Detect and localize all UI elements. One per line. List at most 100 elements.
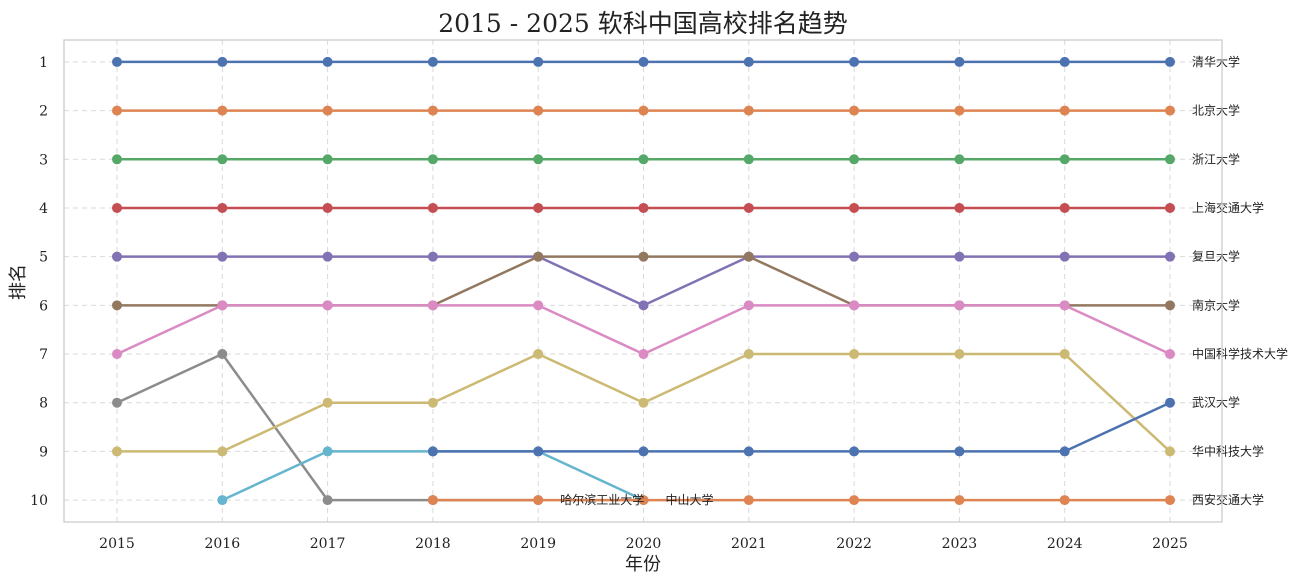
x-tick-labels: 2015 2016 2017 2018 2019 2020 2021 2022 2023 2024… xyxy=(99,536,1188,552)
data-point xyxy=(743,202,754,213)
data-point xyxy=(217,251,228,262)
data-point xyxy=(1165,397,1175,408)
data-point xyxy=(1165,349,1175,360)
end-label: 浙江大学 xyxy=(1192,151,1240,166)
y-tick-label: 3 xyxy=(39,152,48,168)
x-tick-label: 2016 xyxy=(204,536,240,552)
x-tick-label: 2020 xyxy=(626,536,662,552)
y-tick-label: 2 xyxy=(39,104,48,120)
end-label: 上海交通大学 xyxy=(1192,200,1264,215)
data-point xyxy=(954,202,965,213)
series-line xyxy=(117,255,1170,307)
data-point xyxy=(849,251,860,262)
data-point xyxy=(112,105,122,116)
data-point xyxy=(322,202,333,213)
data-point xyxy=(849,202,860,213)
data-point xyxy=(954,300,965,311)
data-point xyxy=(427,105,438,116)
series-复旦大学 xyxy=(112,251,1175,311)
data-point xyxy=(217,349,228,360)
end-label: 中国科学技术大学 xyxy=(1192,346,1288,361)
series-line xyxy=(432,401,1171,453)
data-point xyxy=(954,495,965,506)
x-tick-label: 2018 xyxy=(415,536,451,552)
end-label: 华中科技大学 xyxy=(1192,443,1264,458)
data-point xyxy=(849,300,860,311)
x-tick-label: 2023 xyxy=(942,536,978,552)
data-point xyxy=(849,56,860,67)
data-point xyxy=(849,495,860,506)
data-point xyxy=(743,56,754,67)
data-point xyxy=(954,56,965,67)
data-point xyxy=(427,154,438,165)
data-point xyxy=(638,154,649,165)
x-tick-label: 2021 xyxy=(731,536,767,552)
series-lines xyxy=(112,56,1175,506)
data-point xyxy=(1059,300,1070,311)
data-point xyxy=(217,105,228,116)
y-axis-label: 排名 xyxy=(8,264,29,300)
data-point xyxy=(954,251,965,262)
data-point xyxy=(112,349,122,360)
x-tick-label: 2024 xyxy=(1047,536,1083,552)
data-point xyxy=(1165,105,1175,116)
x-tick-label: 2019 xyxy=(520,536,556,552)
data-point xyxy=(217,154,228,165)
inline-label: 中山大学 xyxy=(666,492,714,507)
series-华中科技大学 xyxy=(112,349,1175,457)
data-point xyxy=(849,446,860,457)
data-point xyxy=(217,56,228,67)
data-point xyxy=(638,251,649,262)
data-point xyxy=(1165,446,1175,457)
y-tick-label: 8 xyxy=(39,396,48,412)
data-point xyxy=(1059,105,1070,116)
data-point xyxy=(322,105,333,116)
data-point xyxy=(533,154,544,165)
series-上海交通大学 xyxy=(112,202,1175,213)
x-tick-label: 2017 xyxy=(310,536,346,552)
data-point xyxy=(427,202,438,213)
y-tick-label: 1 xyxy=(39,55,48,71)
data-point xyxy=(322,446,333,457)
data-point xyxy=(112,397,122,408)
data-point xyxy=(1165,56,1175,67)
end-label: 南京大学 xyxy=(1192,297,1240,312)
data-point xyxy=(638,300,649,311)
data-point xyxy=(217,202,228,213)
data-point xyxy=(217,446,228,457)
data-point xyxy=(1059,495,1070,506)
data-point xyxy=(427,300,438,311)
data-point xyxy=(743,251,754,262)
data-point xyxy=(533,300,544,311)
data-point xyxy=(427,56,438,67)
data-point xyxy=(1059,56,1070,67)
series-武汉大学 xyxy=(427,397,1175,457)
data-point xyxy=(112,202,122,213)
y-tick-label: 5 xyxy=(39,250,48,266)
data-point xyxy=(743,300,754,311)
data-point xyxy=(322,56,333,67)
series-北京大学 xyxy=(112,105,1175,116)
data-point xyxy=(427,495,438,506)
data-point xyxy=(1059,349,1070,360)
data-point xyxy=(112,300,122,311)
data-point xyxy=(1165,300,1175,311)
data-point xyxy=(1059,446,1070,457)
y-tick-label: 6 xyxy=(39,298,48,314)
data-point xyxy=(638,397,649,408)
data-point xyxy=(533,105,544,116)
end-label: 武汉大学 xyxy=(1192,395,1240,410)
data-point xyxy=(638,56,649,67)
x-tick-label: 2025 xyxy=(1152,536,1188,552)
data-point xyxy=(533,446,544,457)
x-tick-label: 2015 xyxy=(99,536,135,552)
data-point xyxy=(533,349,544,360)
data-point xyxy=(954,154,965,165)
data-point xyxy=(638,446,649,457)
data-point xyxy=(533,495,544,506)
y-tick-labels: 1 2 3 4 5 6 7 8 9 10 xyxy=(30,55,48,509)
data-point xyxy=(1165,154,1175,165)
data-point xyxy=(1165,495,1175,506)
data-point xyxy=(112,446,122,457)
